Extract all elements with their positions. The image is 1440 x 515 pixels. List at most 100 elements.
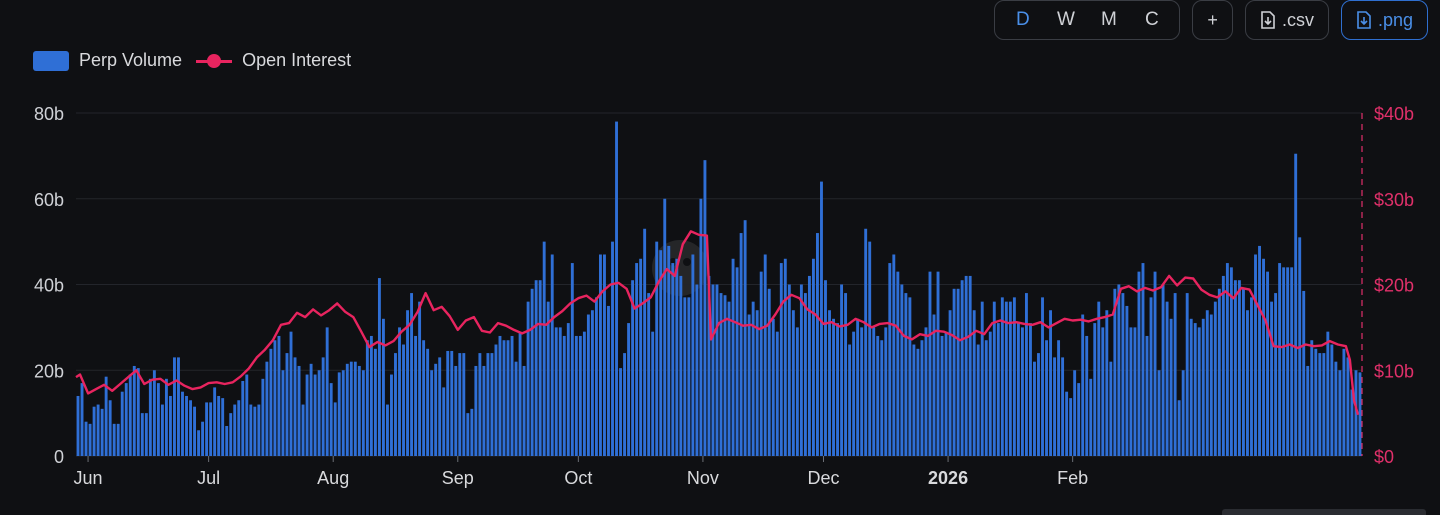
- volume-bar[interactable]: [1169, 318, 1173, 456]
- volume-bar[interactable]: [534, 280, 538, 456]
- volume-bar[interactable]: [261, 378, 265, 456]
- volume-bar[interactable]: [1181, 370, 1185, 456]
- volume-bar[interactable]: [164, 378, 168, 456]
- volume-bar[interactable]: [1185, 293, 1189, 456]
- volume-bar[interactable]: [502, 340, 506, 456]
- volume-bar[interactable]: [257, 404, 261, 456]
- volume-bar[interactable]: [241, 380, 245, 456]
- volume-bar[interactable]: [325, 327, 329, 457]
- volume-bar[interactable]: [1020, 327, 1024, 457]
- volume-bar[interactable]: [177, 357, 180, 456]
- period-button-d[interactable]: D: [1016, 9, 1030, 30]
- volume-bar[interactable]: [643, 228, 647, 456]
- volume-bar[interactable]: [1193, 323, 1197, 456]
- volume-bar[interactable]: [1033, 361, 1036, 456]
- volume-bar[interactable]: [550, 254, 554, 456]
- volume-bar[interactable]: [578, 335, 582, 456]
- volume-bar[interactable]: [844, 293, 848, 456]
- volume-bar[interactable]: [1153, 271, 1157, 456]
- volume-bar[interactable]: [996, 323, 1000, 456]
- volume-bar[interactable]: [377, 278, 381, 456]
- volume-bar[interactable]: [659, 250, 663, 456]
- volume-bar[interactable]: [249, 404, 253, 456]
- volume-bar[interactable]: [896, 271, 900, 456]
- volume-bar[interactable]: [132, 365, 136, 456]
- volume-bar[interactable]: [671, 263, 675, 456]
- volume-bar[interactable]: [422, 340, 426, 456]
- volume-bar[interactable]: [1298, 237, 1302, 456]
- volume-bar[interactable]: [992, 301, 996, 456]
- volume-bar[interactable]: [1242, 288, 1245, 456]
- volume-bar[interactable]: [880, 340, 884, 456]
- volume-bar[interactable]: [430, 370, 434, 456]
- volume-bar[interactable]: [928, 271, 932, 456]
- volume-bar[interactable]: [490, 353, 494, 456]
- volume-bar[interactable]: [570, 263, 574, 456]
- volume-bar[interactable]: [840, 284, 844, 457]
- volume-bar[interactable]: [848, 344, 852, 456]
- volume-bar[interactable]: [546, 301, 550, 456]
- volume-bar[interactable]: [719, 293, 723, 456]
- volume-bar[interactable]: [245, 374, 249, 456]
- volume-bar[interactable]: [321, 357, 325, 456]
- volume-bar[interactable]: [1282, 267, 1286, 456]
- volume-bar[interactable]: [623, 353, 626, 456]
- volume-bar[interactable]: [1286, 267, 1290, 456]
- volume-bar[interactable]: [148, 378, 152, 456]
- volume-bar[interactable]: [1121, 293, 1125, 456]
- volume-bar[interactable]: [1205, 310, 1209, 456]
- volume-bar[interactable]: [305, 374, 309, 456]
- volume-bar[interactable]: [466, 413, 470, 457]
- volume-bar[interactable]: [707, 275, 711, 456]
- volume-bar[interactable]: [1029, 323, 1032, 456]
- volume-bar[interactable]: [329, 383, 333, 456]
- volume-bar[interactable]: [1008, 301, 1012, 456]
- volume-bar[interactable]: [1024, 293, 1028, 456]
- volume-bar[interactable]: [980, 301, 984, 456]
- volume-bar[interactable]: [309, 363, 313, 456]
- volume-bar[interactable]: [526, 301, 530, 456]
- volume-bar[interactable]: [462, 353, 466, 456]
- volume-bar[interactable]: [1125, 305, 1129, 456]
- volume-bar[interactable]: [120, 391, 124, 456]
- volume-bar[interactable]: [381, 318, 385, 456]
- volume-bar[interactable]: [92, 406, 96, 456]
- volume-bar[interactable]: [285, 353, 289, 456]
- volume-bar[interactable]: [1101, 327, 1105, 457]
- volume-bar[interactable]: [193, 406, 196, 456]
- volume-bar[interactable]: [960, 280, 964, 456]
- volume-bar[interactable]: [482, 365, 486, 456]
- volume-bar[interactable]: [229, 413, 233, 457]
- volume-bar[interactable]: [884, 327, 888, 457]
- volume-bar[interactable]: [876, 335, 880, 456]
- volume-bar[interactable]: [743, 220, 747, 456]
- volume-bar[interactable]: [80, 383, 84, 456]
- volume-bar[interactable]: [1117, 284, 1121, 457]
- volume-bar[interactable]: [1105, 310, 1109, 456]
- volume-bar[interactable]: [273, 340, 277, 456]
- download-png-button[interactable]: .png: [1340, 0, 1428, 40]
- volume-bar[interactable]: [152, 370, 156, 456]
- volume-bar[interactable]: [1053, 357, 1057, 456]
- volume-bar[interactable]: [675, 258, 679, 456]
- volume-bar[interactable]: [908, 297, 912, 456]
- volume-bar[interactable]: [791, 310, 795, 456]
- volume-bar[interactable]: [739, 233, 743, 456]
- volume-bar[interactable]: [454, 365, 458, 456]
- volume-bar[interactable]: [168, 395, 172, 456]
- volume-bar[interactable]: [205, 402, 209, 456]
- volume-bar[interactable]: [735, 267, 739, 456]
- volume-bar[interactable]: [635, 263, 639, 456]
- volume-bar[interactable]: [361, 370, 365, 456]
- volume-bar[interactable]: [932, 314, 936, 456]
- volume-bar[interactable]: [787, 284, 791, 457]
- volume-bar[interactable]: [1157, 370, 1161, 456]
- volume-bar[interactable]: [1081, 314, 1085, 456]
- volume-bar[interactable]: [836, 323, 839, 456]
- volume-bar[interactable]: [1354, 370, 1358, 456]
- volume-bar[interactable]: [655, 241, 659, 457]
- volume-bar[interactable]: [434, 363, 438, 456]
- volume-bar[interactable]: [1217, 288, 1221, 456]
- volume-bar[interactable]: [398, 327, 401, 457]
- volume-bar[interactable]: [924, 327, 928, 457]
